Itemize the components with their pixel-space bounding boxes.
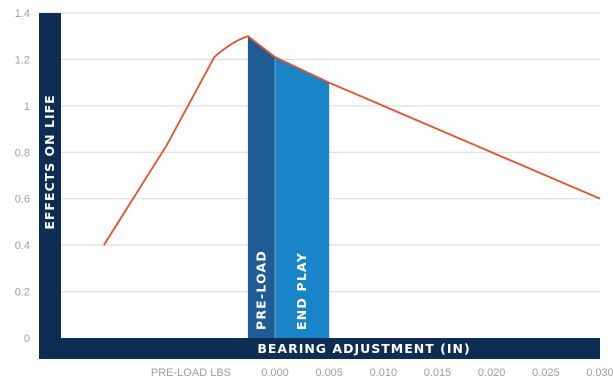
y-tick-label: 1.2 [15,54,30,66]
x-tick-label: 0.025 [532,367,560,379]
band-end-play [275,57,330,338]
band-label: END PLAY [294,252,309,330]
y-tick-label: 0 [24,333,30,345]
x-tick-label: 0.030 [586,367,613,379]
y-axis-title: EFFECTS ON LIFE [42,94,57,229]
adjustment-bands: PRE-LOAD END PLAY [247,36,330,338]
y-tick-label: 1.4 [15,8,30,20]
y-tick-label: 0.4 [15,240,30,252]
effects-series [103,35,601,246]
effects-curve [103,35,601,246]
y-tick-label: 0.8 [15,147,30,159]
y-axis-bar [39,13,61,359]
preload-lbs-label: PRE-LOAD LBS [151,367,231,379]
y-tick-label: 1 [24,101,30,113]
x-axis-title: BEARING ADJUSTMENT (IN) [257,341,470,356]
band-pre-load [247,36,275,338]
y-tick-label: 0.6 [15,194,30,206]
y-tick-label: 0.2 [15,287,30,299]
x-tick-label: 0.020 [478,367,506,379]
x-tick-label: 0.010 [370,367,398,379]
x-tick-label: 0.015 [424,367,452,379]
x-tick-label: 0.000 [261,367,289,379]
x-axis-bar [39,338,600,359]
band-label: PRE-LOAD [253,250,268,330]
y-tick-labels: 0 0.2 0.4 0.6 0.8 1 1.2 1.4 [15,8,30,345]
x-tick-label: 0.005 [315,367,343,379]
x-tick-labels: 0.000 0.005 0.010 0.015 0.020 0.025 0.030 [261,367,613,379]
